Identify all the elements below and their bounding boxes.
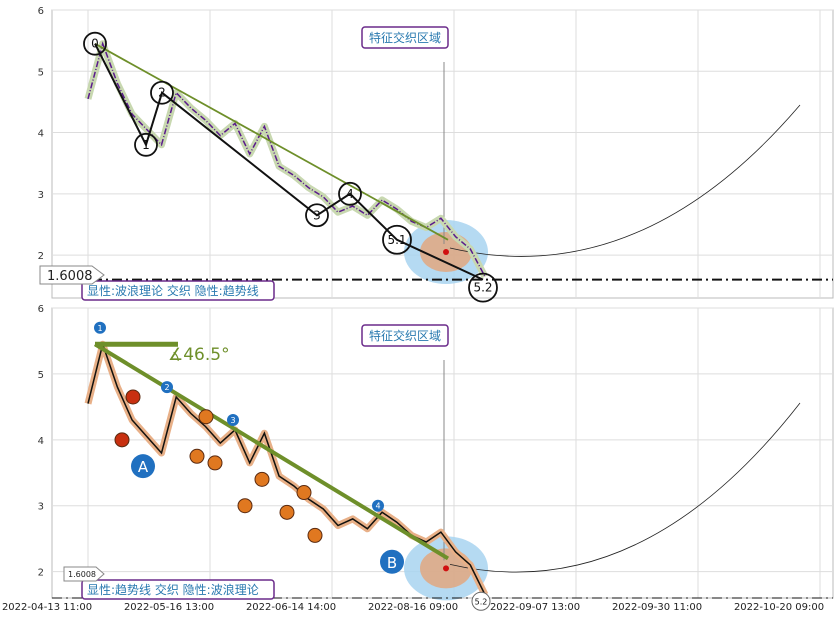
upper-annotation-frame — [361, 26, 449, 49]
upper-wave-label: 4 — [346, 187, 354, 201]
upper-wave-marker — [150, 80, 174, 105]
upper-y-tick-label: 2 — [38, 251, 44, 262]
lower-y-tick-label: 4 — [38, 436, 44, 447]
x-tick-label: 2022-06-14 14:00 — [246, 602, 336, 613]
lower-legend-text: 显性:趋势线 交织 隐性:波浪理论 — [87, 582, 259, 597]
lower-wave-marker — [161, 381, 173, 394]
lower-point-a-marker — [131, 454, 155, 479]
upper-wave-label: 1 — [142, 138, 150, 152]
x-tick-label: 2022-04-13 11:00 — [2, 602, 92, 613]
upper-y-tick-label: 4 — [38, 129, 44, 140]
upper-wave-path — [94, 43, 484, 281]
upper-wave-label: 2 — [158, 86, 166, 100]
lower-labels: 特征交织区域 ∡46.5° 显性:趋势线 交织 隐性:波浪理论 1.6008 — [63, 324, 449, 600]
upper-panel: 6 5 4 3 2 0 1 2 3 4 5.1 5.2 特征交织区域 显性:波浪理论 交织 隐性:趋… — [38, 6, 834, 303]
lower-annotation-label: 特征交织区域 — [369, 328, 441, 343]
lower-reference-label: 1.6008 — [68, 570, 96, 579]
upper-wave-label: 5.1 — [387, 233, 406, 247]
upper-legend-frame — [81, 280, 275, 301]
lower-wave-label: 4 — [375, 502, 380, 511]
lower-note-marker — [296, 485, 312, 501]
upper-y-tick-label: 3 — [38, 190, 44, 201]
upper-grid — [52, 9, 833, 298]
lower-wave-label: 1 — [97, 324, 102, 333]
lower-point-label: B — [387, 554, 397, 572]
lower-trendline — [93, 342, 450, 561]
lower-wave-marker — [372, 499, 384, 512]
lower-legend-frame — [81, 579, 275, 600]
upper-legend-text: 显性:波浪理论 交织 隐性:趋势线 — [87, 283, 259, 298]
x-tick-label: 2022-09-07 13:00 — [490, 602, 580, 613]
upper-annotation-label: 特征交织区域 — [369, 30, 441, 45]
upper-wave-marker — [83, 31, 107, 56]
upper-wave-label: 5.2 — [473, 281, 492, 295]
upper-reference-tag — [39, 265, 105, 285]
upper-projection-curve — [449, 104, 801, 257]
lower-note-marker — [237, 498, 253, 514]
lower-projection-curve — [449, 402, 801, 573]
upper-wave-marker — [305, 203, 329, 228]
upper-y-tick-label: 5 — [38, 67, 44, 78]
upper-labels: 特征交织区域 显性:波浪理论 交织 隐性:趋势线 1.6008 — [39, 26, 449, 301]
lower-focus-point — [443, 565, 449, 572]
lower-point-label: A — [138, 458, 149, 476]
lower-note-marker — [114, 432, 130, 448]
upper-reference-label: 1.6008 — [47, 269, 93, 284]
x-tick-label: 2022-05-16 13:00 — [124, 602, 214, 613]
x-axis: 2022-04-13 11:00 2022-05-16 13:00 2022-06-… — [2, 602, 824, 613]
lower-y-tick-label: 6 — [38, 304, 44, 315]
upper-focus-point — [443, 249, 449, 256]
upper-trendline — [94, 42, 449, 241]
upper-wave-marker — [382, 224, 412, 255]
lower-y-tick-label: 2 — [38, 568, 44, 579]
lower-grid — [52, 307, 833, 598]
upper-wave-marker — [468, 272, 498, 303]
lower-wave-label: 2 — [164, 383, 169, 392]
upper-y-tick-label: 6 — [38, 6, 44, 17]
lower-marks: A B 1 2 3 4 5.2 — [52, 321, 833, 611]
lower-point-b-marker — [380, 549, 404, 574]
upper-wave-label: 3 — [313, 208, 321, 222]
lower-wave-label: 3 — [230, 416, 235, 425]
x-tick-label: 2022-10-20 09:00 — [734, 602, 824, 613]
lower-note-marker — [198, 409, 214, 425]
upper-y-ticks: 6 5 4 3 2 — [38, 6, 44, 262]
lower-reference-tag — [63, 566, 105, 582]
lower-angle-label: ∡46.5° — [168, 345, 230, 365]
lower-wave-marker — [227, 414, 239, 427]
lower-note-marker — [254, 471, 270, 487]
lower-y-tick-label: 5 — [38, 370, 44, 381]
x-tick-label: 2022-08-16 09:00 — [368, 602, 458, 613]
lower-panel: 6 5 4 3 2 A B 1 2 3 4 5.2 特征交织区域 ∡46.5° 显性:趋势线 交织 … — [38, 304, 834, 611]
lower-y-tick-label: 3 — [38, 502, 44, 513]
lower-note-marker — [279, 504, 295, 520]
lower-note-marker — [189, 448, 205, 464]
upper-wave-marker — [338, 181, 362, 206]
lower-note-marker — [307, 527, 323, 543]
lower-end-marker — [471, 591, 491, 611]
x-tick-label: 2022-09-30 11:00 — [612, 602, 702, 613]
upper-wave-label: 0 — [91, 37, 99, 51]
lower-wave-label: 5.2 — [475, 597, 488, 606]
upper-marks: 0 1 2 3 4 5.1 5.2 — [52, 31, 833, 303]
lower-y-ticks: 6 5 4 3 2 — [38, 304, 44, 579]
upper-wave-marker — [134, 132, 158, 157]
lower-annotation-frame — [361, 324, 449, 347]
lower-note-marker — [125, 389, 141, 405]
lower-note-marker — [207, 455, 223, 471]
lower-wave-marker — [94, 321, 106, 334]
